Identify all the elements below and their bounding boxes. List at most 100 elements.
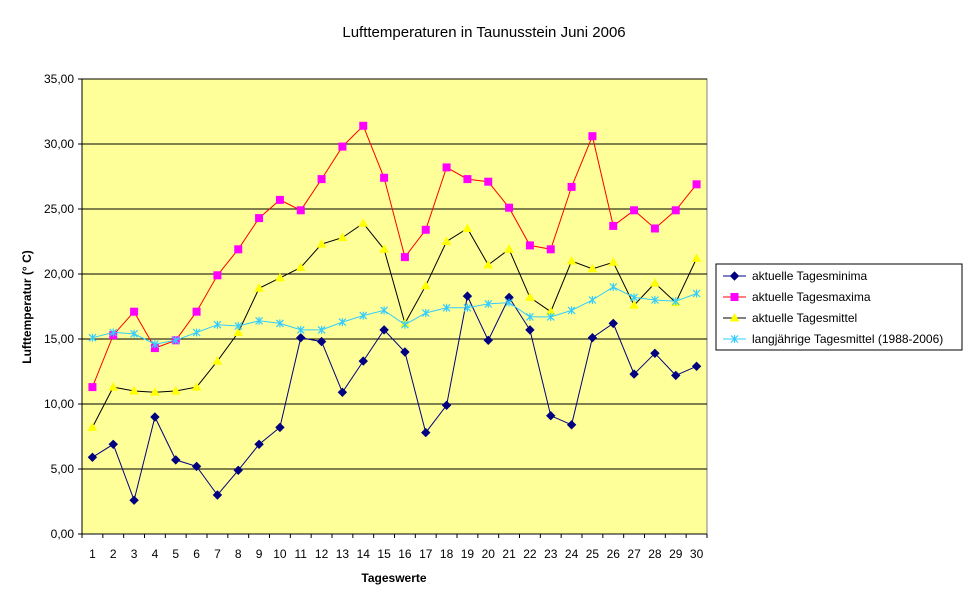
data-point <box>108 439 118 450</box>
data-point <box>650 348 660 359</box>
x-tick-label: 11 <box>295 547 308 561</box>
data-point <box>275 272 285 282</box>
data-point <box>629 300 639 309</box>
x-tick-label: 3 <box>131 547 138 561</box>
data-point <box>88 333 97 342</box>
x-tick-label: 7 <box>214 547 221 561</box>
x-tick-label: 28 <box>648 547 662 561</box>
data-point <box>296 332 306 343</box>
data-point <box>255 214 264 223</box>
legend: aktuelle Tagesminima aktuelle Tagesmaxima… <box>715 263 963 351</box>
plot-area <box>81 78 708 535</box>
data-point <box>338 318 347 327</box>
data-point <box>109 328 118 337</box>
x-tick-label: 17 <box>419 547 433 561</box>
data-point <box>171 455 181 465</box>
x-tick-label: 16 <box>398 547 412 561</box>
data-point <box>192 328 201 337</box>
series-4 <box>88 283 701 349</box>
data-point <box>505 203 514 212</box>
data-point <box>234 245 243 254</box>
data-point <box>546 245 555 254</box>
y-axis: 0,00 5,00 10,00 15,00 20,00 25,00 30,00 35,00 <box>44 72 83 541</box>
data-point <box>421 427 431 438</box>
series-line <box>91 124 697 388</box>
data-point <box>671 297 680 306</box>
data-point <box>379 325 389 335</box>
data-point <box>691 361 702 372</box>
data-point <box>400 347 410 357</box>
y-tick-label: 20,00 <box>44 267 74 281</box>
data-point <box>108 382 119 391</box>
data-point <box>442 163 451 172</box>
x-tick-label: 30 <box>690 547 704 561</box>
data-point <box>359 311 368 320</box>
data-point <box>650 224 659 233</box>
data-point <box>379 244 389 253</box>
data-point <box>441 236 452 245</box>
x-tick-label: 8 <box>235 547 242 561</box>
x-axis-title: Tageswerte <box>361 571 426 585</box>
legend-entry: aktuelle Tagesminima <box>723 269 867 283</box>
data-point <box>421 225 430 234</box>
data-point <box>504 244 514 253</box>
data-point <box>630 293 639 302</box>
data-point <box>587 332 598 343</box>
data-point <box>150 412 160 422</box>
data-point <box>296 206 305 215</box>
data-point <box>337 387 348 398</box>
data-point <box>567 306 576 315</box>
y-tick-label: 10,00 <box>44 397 74 411</box>
data-point <box>255 316 264 325</box>
data-point <box>275 195 284 204</box>
data-point <box>566 420 577 430</box>
legend-entry: aktuelle Tagesmittel <box>723 311 857 325</box>
data-point <box>275 422 285 433</box>
data-point <box>671 206 680 215</box>
data-point <box>608 318 618 329</box>
data-point <box>88 383 97 392</box>
data-point <box>691 253 702 262</box>
data-point <box>87 422 98 431</box>
data-point <box>400 253 409 262</box>
data-point <box>212 490 223 500</box>
data-point <box>609 283 618 291</box>
data-point <box>505 298 514 307</box>
data-point <box>338 142 347 151</box>
data-point <box>130 307 139 316</box>
data-point <box>441 400 452 411</box>
x-tick-label: 18 <box>440 547 454 561</box>
data-point <box>254 283 264 292</box>
data-point <box>462 223 473 232</box>
data-point <box>442 303 451 312</box>
data-point <box>316 239 327 248</box>
x-tick-label: 6 <box>193 547 200 561</box>
data-point <box>191 382 202 391</box>
data-point <box>129 495 139 505</box>
legend-box <box>715 263 963 351</box>
data-point <box>130 329 139 338</box>
x-tick-label: 24 <box>565 547 579 561</box>
series-3 <box>87 218 702 431</box>
data-point <box>129 385 139 395</box>
data-point <box>275 319 284 328</box>
data-point <box>420 280 431 290</box>
data-point <box>525 241 534 250</box>
data-point <box>525 325 535 335</box>
x-tick-label: 27 <box>627 547 641 561</box>
x-tick-label: 5 <box>172 547 179 561</box>
data-point <box>87 452 98 463</box>
data-point <box>609 221 618 230</box>
data-point <box>400 320 409 329</box>
legend-marker <box>730 335 739 343</box>
x-tick-label: 13 <box>336 547 350 561</box>
gridlines <box>82 78 707 470</box>
data-point <box>421 309 430 317</box>
data-point <box>692 289 701 298</box>
x-tick-label: 14 <box>357 547 371 561</box>
x-tick-label: 25 <box>586 547 600 561</box>
y-tick-label: 30,00 <box>44 137 74 151</box>
legend-entry: langjährige Tagesmittel (1988-2006) <box>723 332 943 346</box>
x-tick-label: 12 <box>315 547 329 561</box>
data-point <box>587 263 598 273</box>
